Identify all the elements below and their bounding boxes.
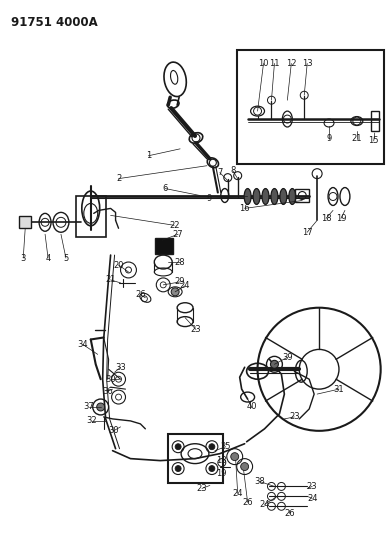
Circle shape xyxy=(271,360,278,368)
Ellipse shape xyxy=(244,189,251,205)
Circle shape xyxy=(171,288,179,296)
Circle shape xyxy=(231,453,239,461)
Text: 13: 13 xyxy=(302,59,312,68)
Text: 38: 38 xyxy=(254,477,265,486)
Text: 8: 8 xyxy=(230,166,235,175)
Text: 23: 23 xyxy=(307,482,317,491)
Text: 37: 37 xyxy=(83,402,94,411)
Text: 33: 33 xyxy=(115,363,126,372)
Text: 23: 23 xyxy=(191,325,201,334)
Text: 9: 9 xyxy=(326,134,332,143)
Text: 3: 3 xyxy=(21,254,26,263)
Circle shape xyxy=(175,444,181,450)
Text: 26: 26 xyxy=(284,508,295,518)
Text: 6: 6 xyxy=(163,184,168,193)
Ellipse shape xyxy=(262,189,269,205)
Ellipse shape xyxy=(271,189,278,205)
Text: 26: 26 xyxy=(135,290,146,300)
Text: 24: 24 xyxy=(307,494,317,503)
Text: 23: 23 xyxy=(197,484,207,493)
Text: 24: 24 xyxy=(180,281,190,290)
Text: 2: 2 xyxy=(116,174,121,183)
Text: 1: 1 xyxy=(146,151,151,160)
Circle shape xyxy=(209,444,215,450)
Bar xyxy=(155,238,173,254)
Text: 29: 29 xyxy=(175,277,185,286)
Bar xyxy=(168,434,223,483)
Ellipse shape xyxy=(289,189,296,205)
Text: 20: 20 xyxy=(113,261,124,270)
Text: 4: 4 xyxy=(45,254,51,263)
Bar xyxy=(295,189,309,203)
Text: 19: 19 xyxy=(217,469,227,478)
Text: 30: 30 xyxy=(108,426,119,435)
Text: 5: 5 xyxy=(63,254,68,263)
Text: 10: 10 xyxy=(258,59,269,68)
Text: 34: 34 xyxy=(77,340,88,349)
Text: 24: 24 xyxy=(259,500,270,509)
Text: 91751 4000A: 91751 4000A xyxy=(11,16,98,29)
Text: 11: 11 xyxy=(269,59,280,68)
Text: 21: 21 xyxy=(105,276,116,285)
Text: 9: 9 xyxy=(206,194,212,203)
Text: 22: 22 xyxy=(169,221,179,230)
Text: 31: 31 xyxy=(334,385,344,394)
Text: 18: 18 xyxy=(217,456,227,465)
Text: 19: 19 xyxy=(336,214,346,223)
Text: 39: 39 xyxy=(282,353,292,362)
Bar xyxy=(237,50,384,164)
Circle shape xyxy=(241,463,249,471)
Text: 26: 26 xyxy=(242,498,253,507)
Circle shape xyxy=(209,466,215,472)
Text: 36: 36 xyxy=(102,386,113,395)
Text: 17: 17 xyxy=(302,228,312,237)
Bar xyxy=(19,216,31,228)
Text: 25: 25 xyxy=(221,442,231,451)
Text: 21: 21 xyxy=(352,134,362,143)
Text: 32: 32 xyxy=(86,416,97,425)
Bar xyxy=(76,196,106,237)
Text: 15: 15 xyxy=(368,136,379,146)
Text: 18: 18 xyxy=(321,214,332,223)
Circle shape xyxy=(175,466,181,472)
Bar xyxy=(371,111,379,131)
Text: 30: 30 xyxy=(105,375,116,384)
Text: 23: 23 xyxy=(289,413,300,422)
Text: 16: 16 xyxy=(239,204,250,213)
Text: 7: 7 xyxy=(217,168,222,177)
Ellipse shape xyxy=(253,189,260,205)
Text: 27: 27 xyxy=(173,230,183,239)
Ellipse shape xyxy=(280,189,287,205)
Text: 28: 28 xyxy=(175,257,185,266)
Text: 12: 12 xyxy=(286,59,296,68)
Circle shape xyxy=(97,403,105,411)
Text: 24: 24 xyxy=(232,489,243,498)
Text: 40: 40 xyxy=(246,402,257,411)
